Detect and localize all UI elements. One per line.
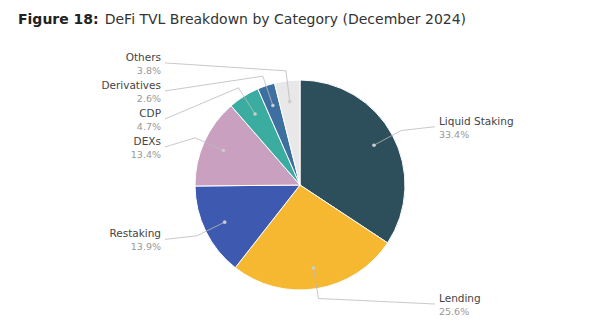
slice-label: Restaking: [109, 227, 161, 239]
slice-label: CDP: [139, 107, 161, 119]
labels: Liquid Staking 33.4% Lending 25.6% Restaking…: [101, 51, 513, 317]
title: Figure 18:: [18, 11, 99, 27]
leader-line: [374, 127, 435, 145]
data-label: 4.7%: [137, 121, 161, 132]
data-label: 33.4%: [439, 129, 469, 140]
slice-label: Derivatives: [101, 79, 161, 91]
leader-line: [165, 88, 255, 119]
leader-dot: [223, 220, 227, 224]
slice-label: Lending: [439, 292, 481, 304]
chart: Figure 18: DeFi TVL Breakdown by Category…: [0, 0, 594, 326]
leader-line: [165, 76, 273, 105]
data-label: 3.8%: [137, 65, 161, 76]
subtitle: DeFi TVL Breakdown by Category (December…: [105, 11, 466, 27]
data-label: 2.6%: [137, 93, 161, 104]
leader-dot: [288, 100, 292, 104]
slice-label: DEXs: [134, 135, 161, 147]
leader-dot: [312, 266, 316, 270]
leader-dot: [222, 149, 226, 153]
data-label: 13.9%: [131, 241, 161, 252]
data-label: 25.6%: [439, 306, 469, 317]
leader-dot: [271, 104, 275, 108]
leader-line: [165, 222, 225, 239]
data-label: 13.4%: [131, 149, 161, 160]
leader-dot: [372, 143, 376, 147]
pie: [195, 80, 405, 290]
slice-label: Liquid Staking: [439, 115, 514, 127]
leader-dot: [253, 112, 257, 116]
title-line: Figure 18: DeFi TVL Breakdown by Category…: [18, 11, 466, 27]
slice: [195, 185, 300, 268]
slice-label: Others: [126, 51, 161, 63]
leader-line: [165, 63, 290, 102]
leader-line: [313, 268, 435, 304]
leader-line: [165, 138, 223, 151]
slice: [275, 80, 300, 185]
